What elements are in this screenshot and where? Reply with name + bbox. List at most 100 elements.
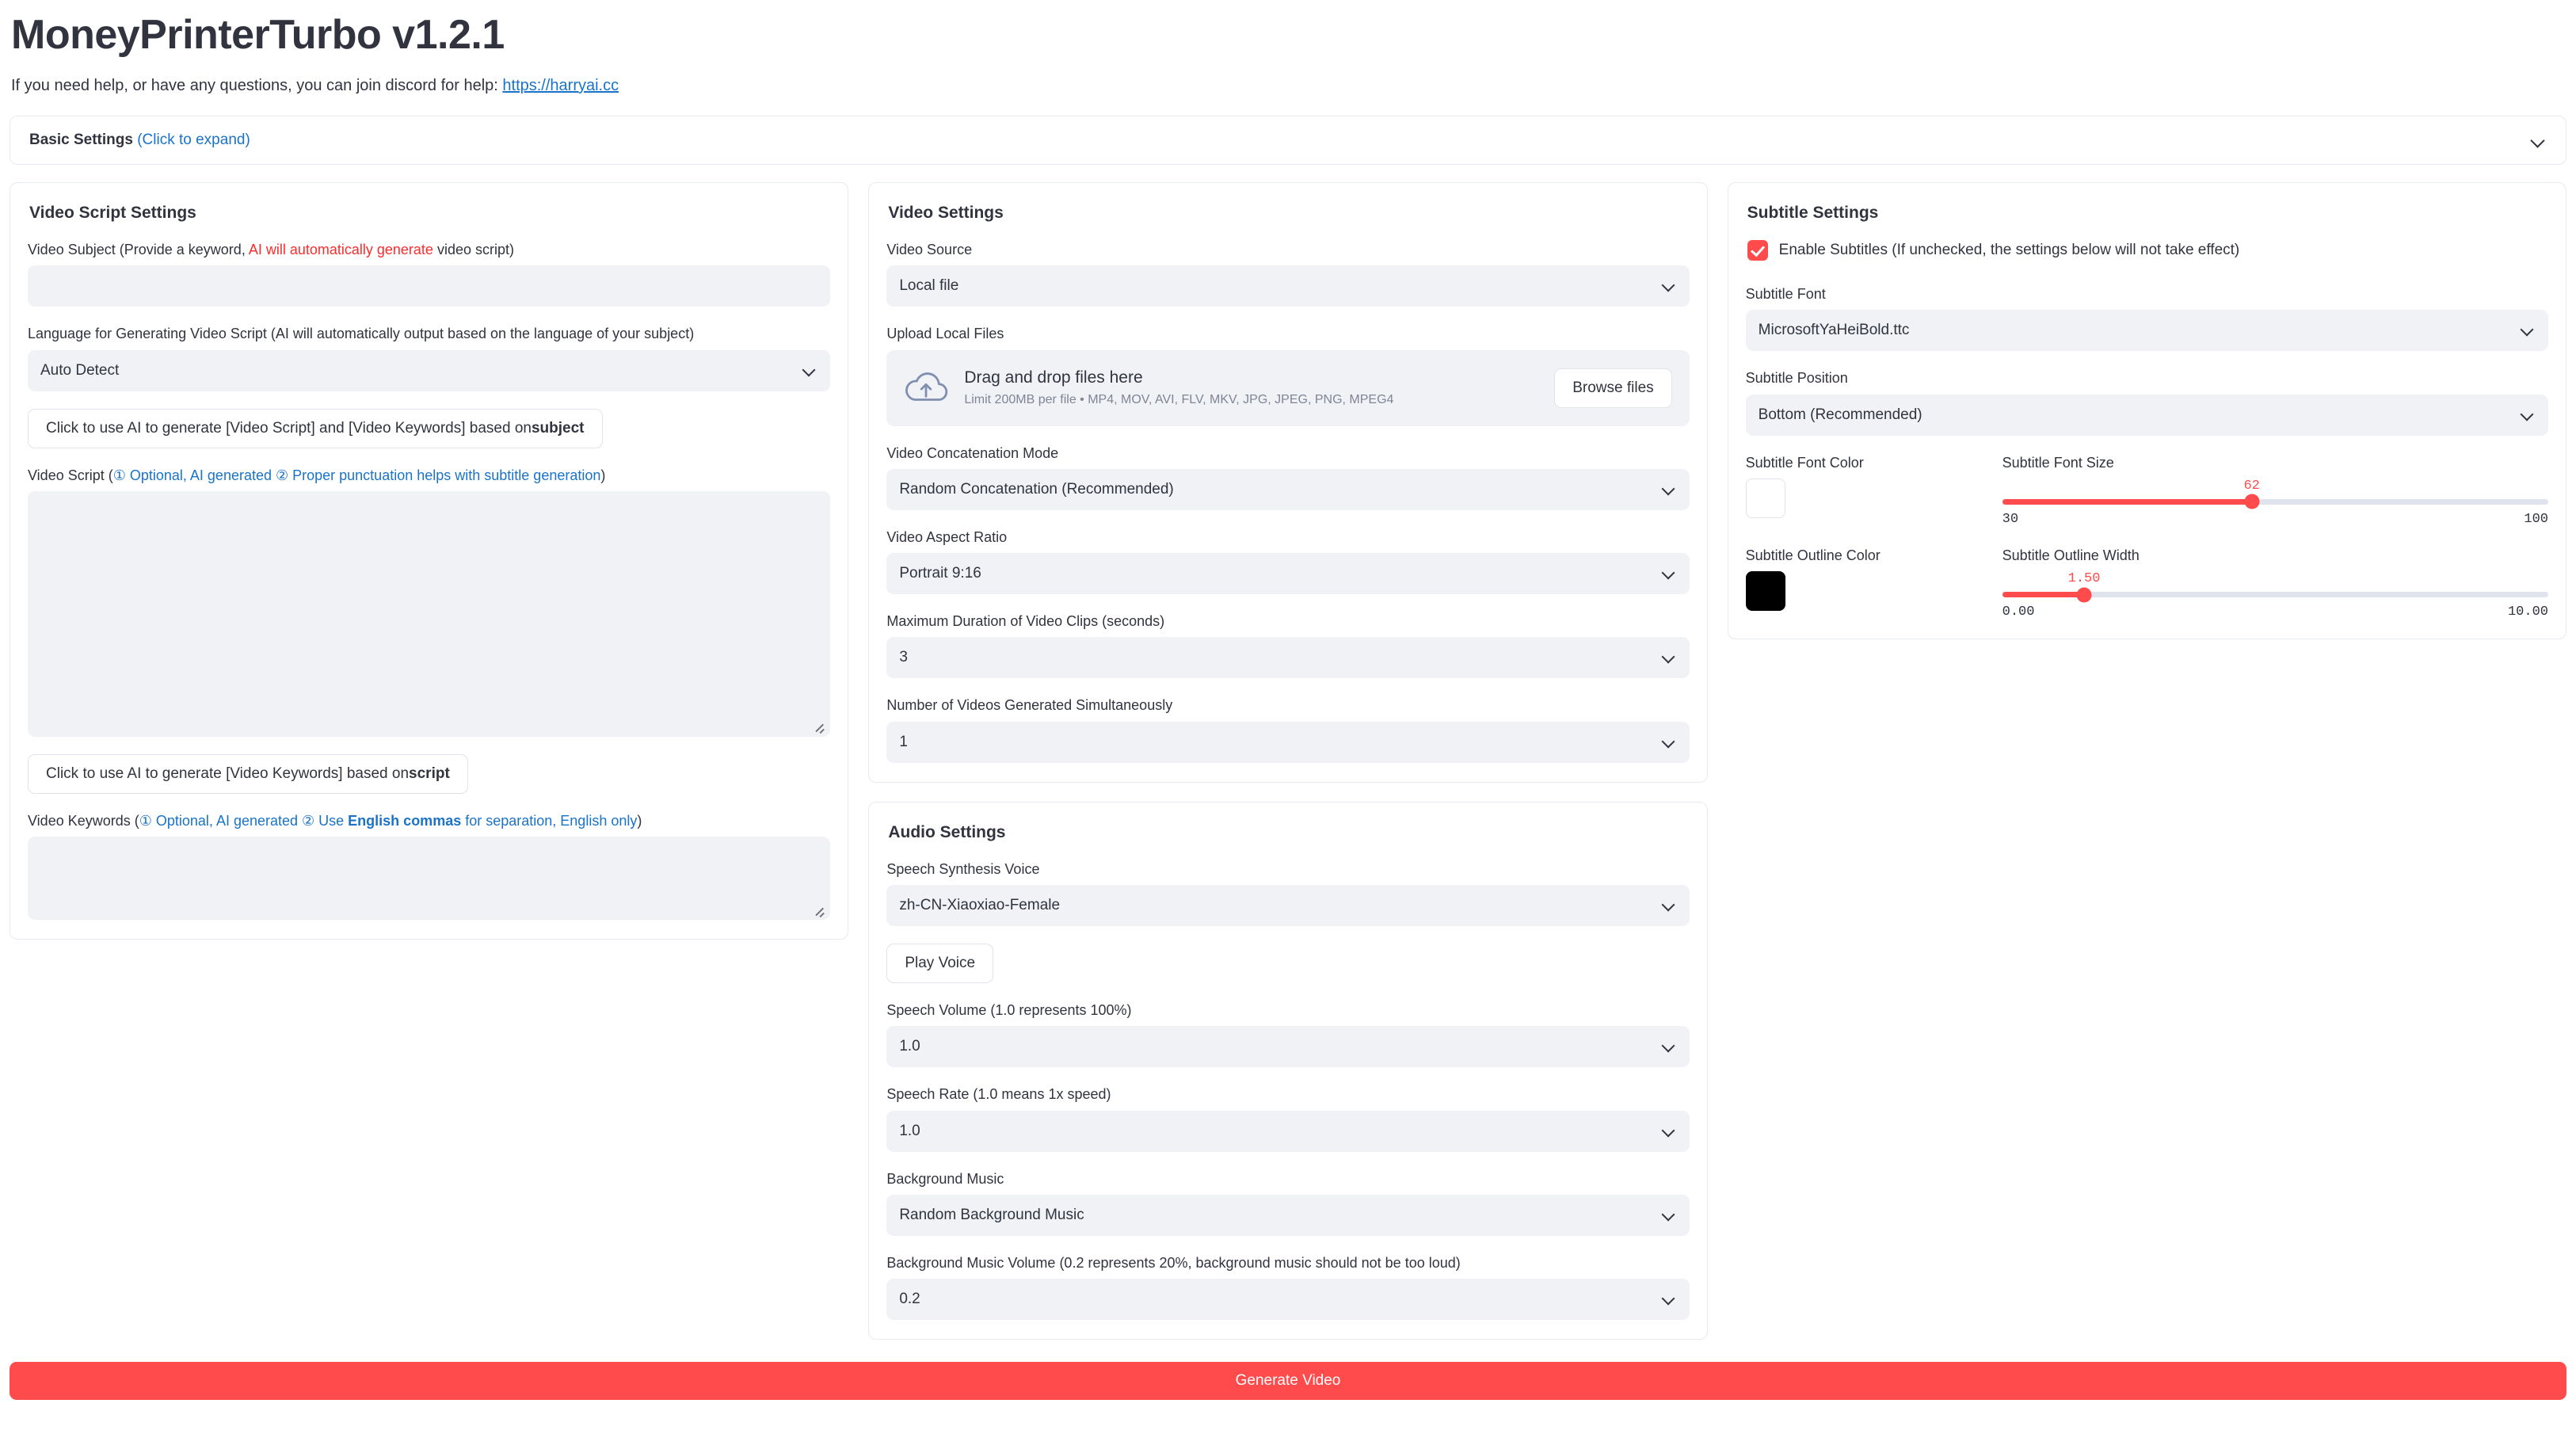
subtitle-outline-width-thumb[interactable] — [2076, 587, 2092, 603]
background-music-value: Random Background Music — [899, 1206, 1084, 1223]
background-music-volume-field: Background Music Volume (0.2 represents … — [886, 1253, 1690, 1321]
subtitle-outline-width-max: 10.00 — [2507, 604, 2548, 620]
background-music-select[interactable]: Random Background Music — [886, 1194, 1690, 1236]
chevron-down-icon — [1663, 482, 1677, 497]
subtitle-font-size-max: 100 — [2524, 511, 2548, 527]
subtitle-position-select[interactable]: Bottom (Recommended) — [1745, 394, 2548, 436]
video-count-value: 1 — [899, 733, 908, 750]
chevron-down-icon — [1663, 650, 1677, 665]
subtitle-position-label: Subtitle Position — [1745, 370, 1848, 387]
video-language-value: Auto Detect — [40, 361, 120, 379]
video-source-value: Local file — [899, 277, 959, 295]
subtitle-font-size-track[interactable] — [2002, 494, 2548, 509]
discord-help-link[interactable]: https://harryai.cc — [502, 77, 619, 94]
speech-voice-field: Speech Synthesis Voice zh-CN-Xiaoxiao-Fe… — [886, 860, 1690, 927]
video-subject-field: Video Subject (Provide a keyword, AI wil… — [28, 240, 831, 307]
video-subject-label-part2: video script) — [433, 242, 514, 257]
video-subject-input[interactable] — [28, 265, 831, 307]
subtitle-font-color-label: Subtitle Font Color — [1745, 454, 1864, 471]
video-subject-label-highlight: AI will automatically generate — [248, 242, 433, 257]
play-voice-field: Play Voice — [886, 944, 1689, 984]
generate-script-button-text: Click to use AI to generate [Video Scrip… — [46, 419, 532, 437]
help-text: If you need help, or have any questions,… — [11, 77, 2566, 95]
max-clip-duration-select[interactable]: 3 — [886, 637, 1690, 679]
subtitle-outline-width-slider[interactable]: 1.50 0.00 10.00 — [2002, 571, 2548, 620]
subtitle-font-size-thumb[interactable] — [2244, 494, 2260, 509]
subtitle-outline-width-label: Subtitle Outline Width — [2002, 547, 2140, 563]
video-script-field: Video Script (① Optional, AI generated ②… — [28, 466, 831, 737]
video-subject-label: Video Subject (Provide a keyword, AI wil… — [28, 240, 830, 259]
generate-script-from-subject-button[interactable]: Click to use AI to generate [Video Scrip… — [28, 408, 603, 448]
speech-volume-select[interactable]: 1.0 — [886, 1026, 1690, 1068]
video-count-select[interactable]: 1 — [886, 721, 1690, 763]
background-music-field: Background Music Random Background Music — [886, 1169, 1690, 1236]
generate-keywords-button-bold: script — [409, 765, 450, 782]
subtitle-font-size-fill — [2002, 498, 2252, 505]
upload-local-files-label: Upload Local Files — [886, 326, 1004, 342]
video-script-settings-card: Video Script Settings Video Subject (Pro… — [10, 182, 849, 940]
page-title: MoneyPrinterTurbo v1.2.1 — [11, 12, 505, 58]
subtitle-outline-color-label: Subtitle Outline Color — [1745, 547, 1881, 563]
video-concatenation-field: Video Concatenation Mode Random Concaten… — [886, 444, 1690, 510]
video-language-label: Language for Generating Video Script (AI… — [28, 326, 695, 342]
chevron-down-icon — [2521, 323, 2536, 337]
video-keywords-label-hint1: ① Optional, AI generated ② Use — [139, 812, 349, 829]
basic-settings-label: Basic Settings (Click to expand) — [29, 132, 250, 149]
video-script-textarea-wrap — [28, 490, 831, 737]
speech-voice-value: zh-CN-Xiaoxiao-Female — [899, 897, 1061, 914]
cloud-upload-icon — [904, 371, 948, 406]
video-concatenation-value: Random Concatenation (Recommended) — [899, 480, 1174, 498]
enable-subtitles-row[interactable]: Enable Subtitles (If unchecked, the sett… — [1747, 240, 2548, 261]
subtitle-font-select[interactable]: MicrosoftYaHeiBold.ttc — [1745, 310, 2548, 352]
subtitle-font-size-slider[interactable]: 62 30 100 — [2002, 479, 2548, 527]
video-count-field: Number of Videos Generated Simultaneousl… — [886, 696, 1690, 763]
basic-settings-expander[interactable]: Basic Settings (Click to expand) — [10, 116, 2566, 165]
generate-keywords-button-text: Click to use AI to generate [Video Keywo… — [46, 765, 410, 782]
subtitle-outline-color-swatch[interactable] — [1745, 571, 1785, 612]
video-script-textarea[interactable] — [28, 490, 831, 737]
video-source-field: Video Source Local file — [886, 240, 1690, 307]
video-script-label-hint: ① Optional, AI generated ② Proper punctu… — [112, 467, 601, 483]
chevron-down-icon — [1663, 1039, 1677, 1054]
file-dropzone[interactable]: Drag and drop files here Limit 200MB per… — [886, 349, 1690, 426]
speech-voice-select[interactable]: zh-CN-Xiaoxiao-Female — [886, 885, 1690, 927]
speech-rate-label: Speech Rate (1.0 means 1x speed) — [886, 1086, 1111, 1103]
chevron-down-icon[interactable] — [2531, 132, 2547, 148]
video-keywords-textarea[interactable] — [28, 837, 831, 921]
max-clip-duration-value: 3 — [899, 649, 908, 666]
video-concatenation-select[interactable]: Random Concatenation (Recommended) — [886, 468, 1690, 510]
speech-voice-label: Speech Synthesis Voice — [886, 860, 1040, 877]
subtitle-font-label: Subtitle Font — [1745, 286, 1826, 302]
video-script-label-part1: Video Script ( — [28, 467, 113, 483]
generate-video-button[interactable]: Generate Video — [10, 1362, 2566, 1401]
speech-volume-label: Speech Volume (1.0 represents 100%) — [886, 1002, 1132, 1019]
upload-main-text: Drag and drop files here — [964, 368, 1143, 387]
video-aspect-ratio-select[interactable]: Portrait 9:16 — [886, 553, 1690, 595]
subtitle-settings-card: Subtitle Settings Enable Subtitles (If u… — [1727, 182, 2566, 640]
video-source-select[interactable]: Local file — [886, 265, 1690, 307]
play-voice-button[interactable]: Play Voice — [886, 944, 994, 984]
browse-files-button[interactable]: Browse files — [1554, 368, 1672, 408]
audio-settings-title: Audio Settings — [888, 822, 1006, 841]
chevron-down-icon — [1663, 566, 1677, 581]
generate-keywords-from-script-button[interactable]: Click to use AI to generate [Video Keywo… — [28, 753, 468, 794]
speech-rate-select[interactable]: 1.0 — [886, 1110, 1690, 1152]
speech-volume-field: Speech Volume (1.0 represents 100%) 1.0 — [886, 1001, 1690, 1068]
subtitle-font-value: MicrosoftYaHeiBold.ttc — [1758, 322, 1910, 339]
chevron-down-icon — [1663, 1124, 1677, 1138]
video-source-label: Video Source — [886, 242, 973, 257]
background-music-volume-select[interactable]: 0.2 — [886, 1279, 1690, 1321]
subtitle-font-size-ticks: 30 100 — [2002, 512, 2548, 527]
subtitle-outline-width-track[interactable] — [2002, 587, 2548, 603]
chevron-down-icon — [1663, 898, 1677, 913]
generate-script-button-bold: subject — [531, 419, 585, 437]
video-language-select[interactable]: Auto Detect — [28, 349, 831, 391]
video-keywords-label-hint-bold: English commas — [348, 812, 462, 829]
subtitle-outline-width-ticks: 0.00 10.00 — [2002, 604, 2548, 620]
subtitle-font-color-swatch[interactable] — [1745, 478, 1785, 518]
column-middle: Video Settings Video Source Local file U… — [868, 182, 1708, 1340]
video-script-label-end: ) — [600, 467, 606, 483]
subtitle-position-value: Bottom (Recommended) — [1758, 406, 1922, 423]
enable-subtitles-checkbox[interactable] — [1747, 240, 1768, 261]
chevron-down-icon — [1663, 735, 1677, 749]
